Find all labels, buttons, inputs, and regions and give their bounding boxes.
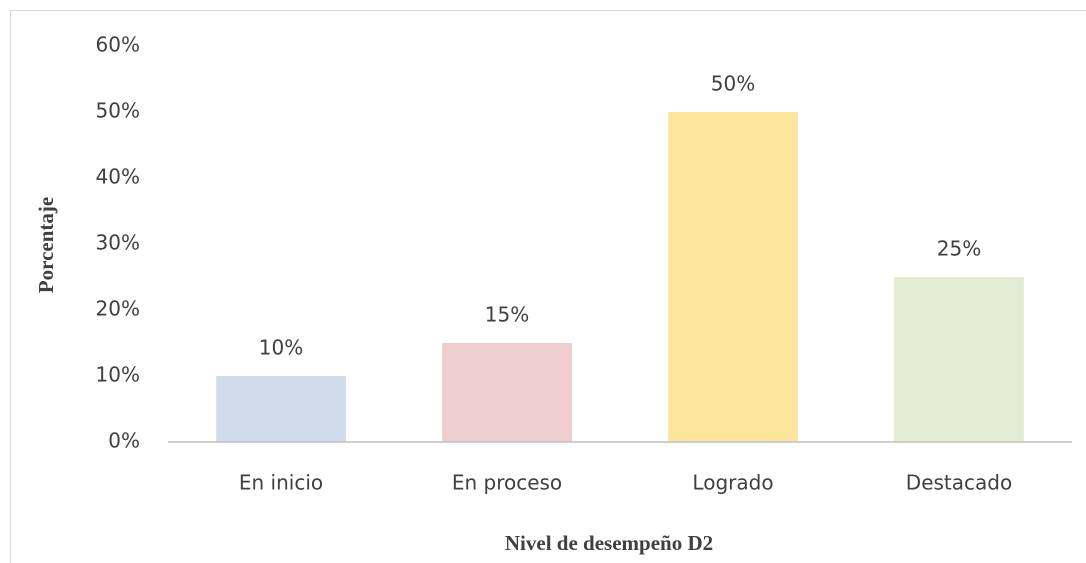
y-tick-label: 0%: [108, 429, 140, 453]
y-tick-label: 40%: [96, 165, 140, 189]
y-axis-label: Porcentaje: [34, 197, 58, 293]
x-tick-label: En inicio: [239, 471, 323, 495]
x-tick-label: Logrado: [692, 471, 773, 495]
x-tick-label: En proceso: [452, 471, 562, 495]
bar: [442, 343, 572, 442]
data-label: 25%: [937, 237, 981, 261]
data-label: 50%: [711, 72, 755, 96]
y-tick-label: 20%: [96, 297, 140, 321]
data-label: 10%: [259, 336, 303, 360]
y-tick-label: 10%: [96, 363, 140, 387]
bar: [216, 376, 346, 442]
chart-border: [10, 10, 1086, 563]
data-label: 15%: [485, 303, 529, 327]
bar: [894, 277, 1024, 442]
x-tick-label: Destacado: [906, 471, 1012, 495]
y-tick-label: 30%: [96, 231, 140, 255]
bar: [668, 112, 798, 442]
y-tick-label: 50%: [96, 99, 140, 123]
y-tick-label: 60%: [96, 33, 140, 57]
x-axis-label: Nivel de desempeño D2: [505, 531, 713, 555]
